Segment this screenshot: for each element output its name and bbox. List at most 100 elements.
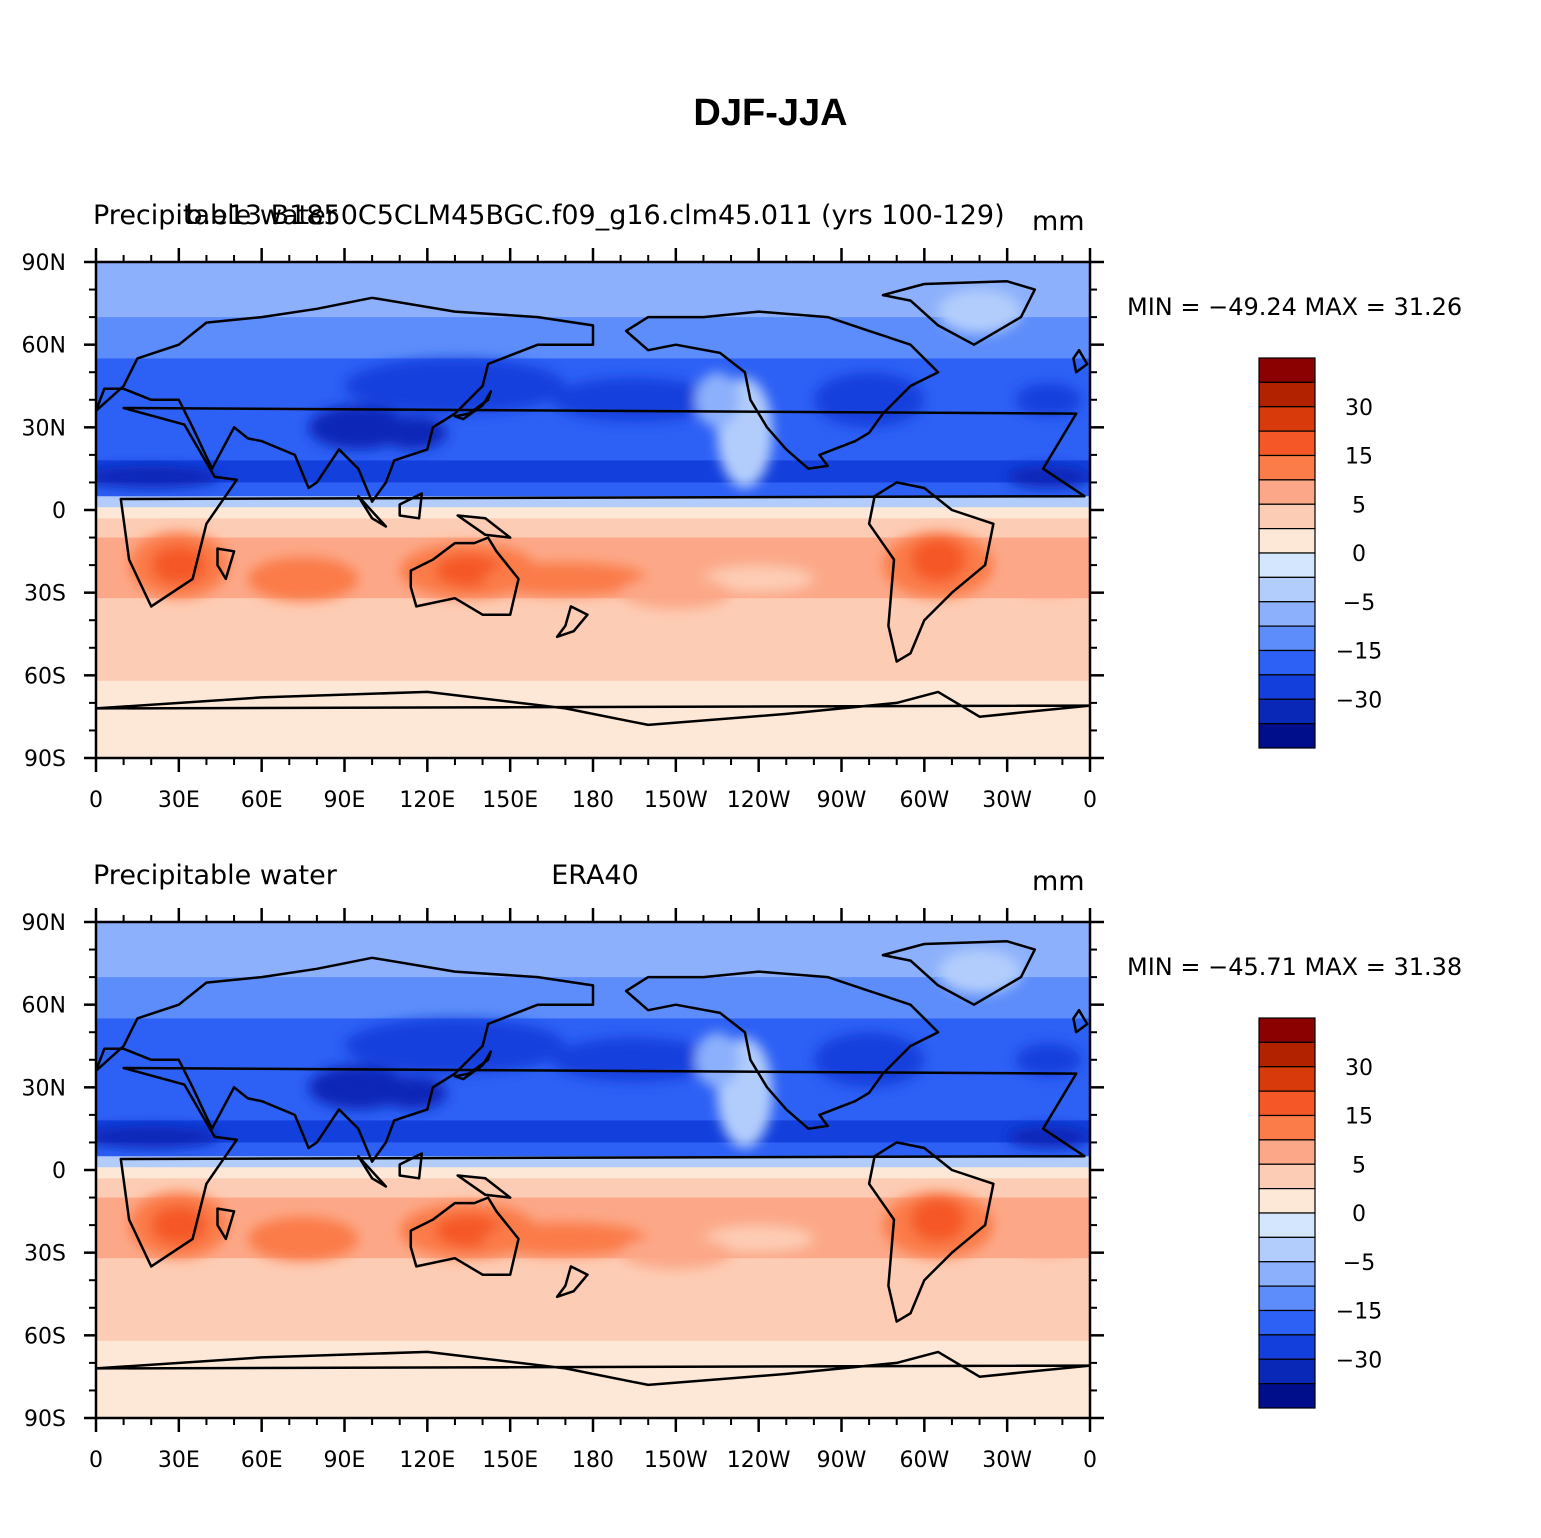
coastline	[555, 605, 589, 639]
panel-units-label: mm	[1032, 866, 1085, 897]
colorbar-swatch	[1258, 1163, 1316, 1190]
coastline	[409, 1196, 520, 1276]
coastline	[357, 1154, 388, 1188]
lat-tick-label: 90N	[22, 911, 66, 936]
colorbar-swatch	[1258, 1383, 1316, 1409]
contour-region	[247, 556, 359, 601]
colorbar-label: 30	[1345, 396, 1373, 421]
contour-region	[620, 576, 732, 610]
lon-tick-label: 0	[1083, 788, 1097, 813]
lon-tick-label: 180	[572, 1448, 614, 1473]
contour-band	[96, 1258, 1090, 1295]
contour-region	[1015, 383, 1082, 417]
lon-tick-label: 120W	[727, 1448, 791, 1473]
colorbar-swatch	[1258, 1358, 1316, 1385]
lat-tick-label: 90S	[24, 1407, 66, 1432]
contour-region	[1007, 562, 1090, 596]
lon-tick-label: 150E	[482, 1448, 538, 1473]
lat-tick-label: 60N	[22, 334, 66, 359]
contour-band	[96, 482, 1090, 498]
contour-region	[620, 1236, 732, 1270]
coastline	[409, 536, 520, 616]
lat-tick-label: 30S	[24, 582, 66, 607]
contour-band	[96, 1120, 1090, 1144]
precipitable-water-map: 90N 60N 30N 0 30S 60S 90S 0 30E 60E 90E 120E 150E 180…	[22, 248, 1382, 813]
contour-fill-group	[96, 922, 1090, 1418]
coastline	[216, 1207, 236, 1241]
lon-tick-label: 0	[89, 1448, 103, 1473]
coastline	[555, 1265, 589, 1299]
panel-left-label: Precipitable water	[93, 860, 337, 891]
lat-tick-label: 0	[52, 1159, 66, 1184]
colorbar-swatch	[1258, 381, 1316, 408]
coastline	[624, 970, 940, 1130]
contour-band	[96, 634, 1090, 682]
coastline	[453, 1050, 493, 1081]
coastline	[1072, 1008, 1089, 1034]
contour-region	[703, 565, 814, 593]
colorbar-swatch	[1258, 479, 1316, 505]
colorbar-swatch	[1258, 1139, 1316, 1165]
coastline	[357, 494, 388, 528]
lon-tick-label: 90E	[324, 1448, 366, 1473]
coastline	[1072, 348, 1089, 374]
contour-band	[96, 1092, 1090, 1122]
coastline	[867, 481, 995, 663]
colorbar-label: 0	[1352, 542, 1366, 567]
contour-region	[910, 1197, 966, 1242]
lat-tick-label: 90N	[22, 251, 66, 276]
colorbar-swatch	[1258, 625, 1316, 652]
panel-model: Precipitable water b.e13.B1850C5CLM45BGC…	[0, 200, 1541, 840]
colorbar-swatch	[1258, 674, 1316, 700]
contour-region	[96, 465, 221, 488]
lon-tick-label: 60E	[241, 1448, 283, 1473]
contour-region	[380, 416, 447, 450]
contour-band	[96, 262, 1090, 319]
lon-tick-label: 90W	[817, 1448, 867, 1473]
contour-band	[96, 1178, 1090, 1199]
contour-region	[910, 537, 966, 582]
contour-region	[482, 562, 649, 596]
colorbar-swatch	[1258, 454, 1316, 481]
coastline	[881, 940, 1037, 1006]
contour-region	[551, 377, 718, 422]
coastline	[96, 1350, 1090, 1387]
coastline	[96, 956, 595, 1163]
contour-region	[344, 1018, 566, 1074]
coastline	[96, 690, 1090, 727]
contour-band	[96, 1142, 1090, 1158]
colorbar-swatch	[1258, 357, 1316, 383]
colorbar-label: 5	[1352, 1153, 1366, 1178]
colorbar: 30 15 5 0 −5 −15 −30	[1258, 357, 1382, 749]
contour-region	[247, 1216, 359, 1261]
coastlines	[96, 940, 1090, 1387]
colorbar-label: −15	[1336, 640, 1382, 665]
panel-units-label: mm	[1032, 206, 1085, 237]
contour-band	[96, 460, 1090, 484]
lon-tick-label: 150W	[644, 1448, 708, 1473]
contour-region	[551, 1037, 718, 1082]
coastline	[96, 296, 595, 503]
contour-region	[1015, 1043, 1082, 1077]
contour-region	[695, 1032, 740, 1088]
contour-region	[344, 358, 566, 414]
contour-region	[1007, 1125, 1090, 1148]
colorbar-swatch	[1258, 1334, 1316, 1360]
colorbar-swatch	[1258, 552, 1316, 578]
lon-tick-label: 30W	[982, 788, 1032, 813]
colorbar-label: −5	[1343, 1251, 1375, 1276]
precipitable-water-map: 90N 60N 30N 0 30S 60S 90S 0 30E 60E 90E 120E 150E 180…	[22, 908, 1382, 1473]
colorbar-label: 0	[1352, 1202, 1366, 1227]
lat-tick-label: 30S	[24, 1242, 66, 1267]
coastline	[119, 406, 1086, 608]
coastline	[456, 1174, 512, 1199]
lon-tick-label: 150W	[644, 788, 708, 813]
colorbar-swatch	[1258, 1212, 1316, 1238]
lon-tick-label: 60W	[899, 788, 949, 813]
contour-region	[1007, 465, 1090, 488]
colorbar-swatch	[1258, 1261, 1316, 1287]
coastline	[881, 280, 1037, 346]
colorbar-swatch	[1258, 1017, 1316, 1043]
contour-region	[938, 949, 1021, 994]
colorbar-label: −30	[1336, 688, 1382, 713]
